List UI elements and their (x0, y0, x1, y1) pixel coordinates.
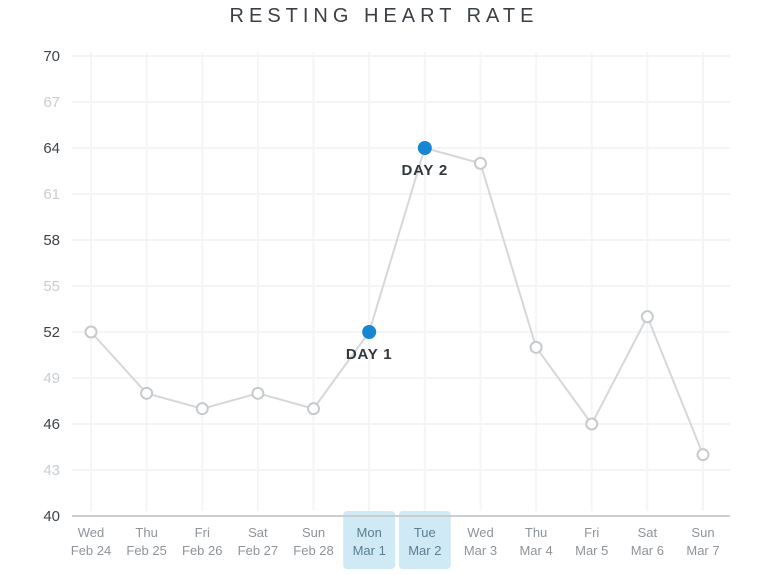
x-axis-label: Sun Feb 28 (293, 525, 333, 558)
data-point-marker[interactable] (640, 310, 654, 324)
y-tick-label: 67 (43, 94, 60, 111)
y-tick-label: 46 (43, 416, 60, 433)
x-label-date: Mar 4 (519, 543, 552, 558)
data-point-marker[interactable] (473, 156, 487, 170)
selected-day-highlight[interactable] (343, 511, 396, 569)
x-axis-label: Thu Feb 25 (126, 525, 166, 558)
x-axis-label: Wed Mar 3 (464, 525, 497, 558)
x-label-day: Fri (584, 525, 599, 540)
x-label-day: Thu (525, 525, 547, 540)
x-label-day: Wed (467, 525, 494, 540)
data-point-marker[interactable] (529, 340, 543, 354)
x-label-date: Feb 26 (182, 543, 222, 558)
x-label-day: Mon (357, 525, 382, 540)
x-axis-label: Sat Feb 27 (238, 525, 278, 558)
x-label-day: Thu (135, 525, 157, 540)
data-point-marker[interactable] (251, 386, 265, 400)
y-tick-label: 58 (43, 232, 60, 249)
x-label-day: Sat (248, 525, 268, 540)
x-axis-label: Fri Mar 5 (575, 525, 608, 558)
data-point-marker[interactable] (696, 448, 710, 462)
x-label-date: Mar 6 (631, 543, 664, 558)
x-label-date: Feb 28 (293, 543, 333, 558)
data-point-marker[interactable] (195, 402, 209, 416)
data-point-marker[interactable] (84, 325, 98, 339)
x-axis-label-selected[interactable]: Mon Mar 1 (353, 525, 386, 558)
highlighted-data-point[interactable] (417, 141, 432, 155)
point-label: DAY 1 (346, 346, 393, 363)
x-label-day: Fri (195, 525, 210, 540)
x-axis-label: Thu Mar 4 (519, 525, 552, 558)
x-axis-label: Wed Feb 24 (71, 525, 111, 558)
heart-rate-line (90, 146, 704, 456)
selected-day-highlight[interactable] (398, 511, 451, 569)
x-label-date: Feb 24 (71, 543, 111, 558)
y-tick-label: 49 (43, 370, 60, 387)
chart-title: RESTING HEART RATE (229, 5, 539, 27)
x-label-date: Mar 3 (464, 543, 497, 558)
data-point-marker[interactable] (307, 402, 321, 416)
data-point-marker[interactable] (140, 386, 154, 400)
x-label-day: Wed (78, 525, 105, 540)
y-tick-label: 61 (43, 186, 60, 203)
y-tick-label: 40 (43, 508, 60, 525)
x-axis-label-selected[interactable]: Tue Mar 2 (408, 525, 441, 558)
y-tick-label: 55 (43, 278, 60, 295)
x-axis-label: Sat Mar 6 (631, 525, 664, 558)
x-axis-label: Sun Mar 7 (686, 525, 719, 558)
x-label-date: Mar 1 (353, 543, 386, 558)
x-label-date: Feb 27 (238, 543, 278, 558)
data-point-marker[interactable] (585, 417, 599, 431)
x-label-day: Sun (691, 525, 714, 540)
x-label-date: Mar 2 (408, 543, 441, 558)
x-label-date: Mar 7 (686, 543, 719, 558)
x-label-day: Tue (414, 525, 436, 540)
point-label: DAY 2 (402, 162, 449, 179)
x-label-day: Sat (638, 525, 658, 540)
x-label-date: Mar 5 (575, 543, 608, 558)
y-tick-label: 64 (43, 140, 60, 157)
y-tick-label: 70 (43, 48, 60, 65)
x-label-date: Feb 25 (126, 543, 166, 558)
x-axis-label: Fri Feb 26 (182, 525, 222, 558)
highlighted-data-point[interactable] (362, 325, 377, 339)
y-tick-label: 52 (43, 324, 60, 341)
x-label-day: Sun (302, 525, 325, 540)
y-tick-label: 43 (43, 462, 60, 479)
